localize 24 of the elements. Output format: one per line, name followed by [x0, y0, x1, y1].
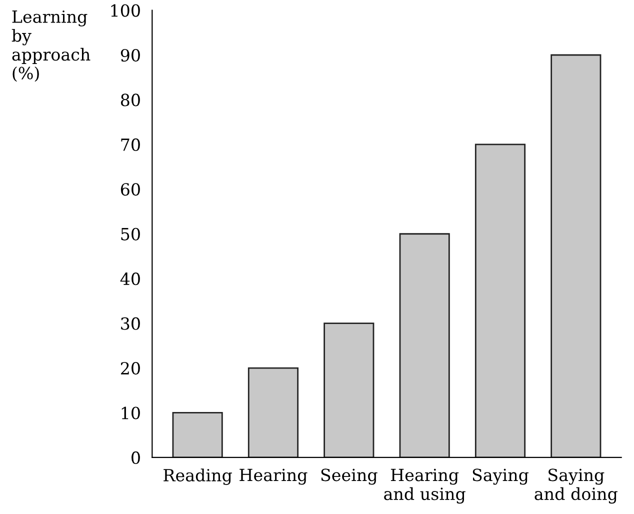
y-tick-label: 30 — [121, 317, 140, 330]
x-tick-label: Reading — [164, 468, 232, 485]
x-tick-label: Saying — [472, 468, 529, 485]
x-tick-label: Hearing — [240, 468, 308, 485]
y-tick-label: 100 — [111, 4, 140, 17]
x-tick-label: Saying and doing — [534, 468, 618, 504]
x-tick-label: Hearing and using — [384, 468, 466, 504]
y-tick-label: 80 — [120, 94, 140, 106]
bar — [172, 412, 223, 458]
bar — [399, 233, 450, 458]
y-axis-title: Learning by approach (%) — [12, 10, 90, 82]
bar — [550, 54, 602, 458]
y-tick-label: 20 — [120, 362, 140, 375]
y-tick-label: 40 — [120, 272, 140, 286]
y-tick-label: 70 — [121, 138, 140, 152]
y-tick-label: 90 — [120, 48, 140, 62]
y-tick-label: 50 — [121, 228, 140, 240]
bar — [474, 144, 526, 458]
y-tick-label: 60 — [120, 183, 140, 196]
y-tick-label: 0 — [132, 451, 140, 464]
bar — [248, 367, 299, 458]
x-tick-label: Seeing — [321, 468, 378, 485]
bar — [324, 322, 374, 458]
y-tick-label: 10 — [122, 406, 140, 420]
